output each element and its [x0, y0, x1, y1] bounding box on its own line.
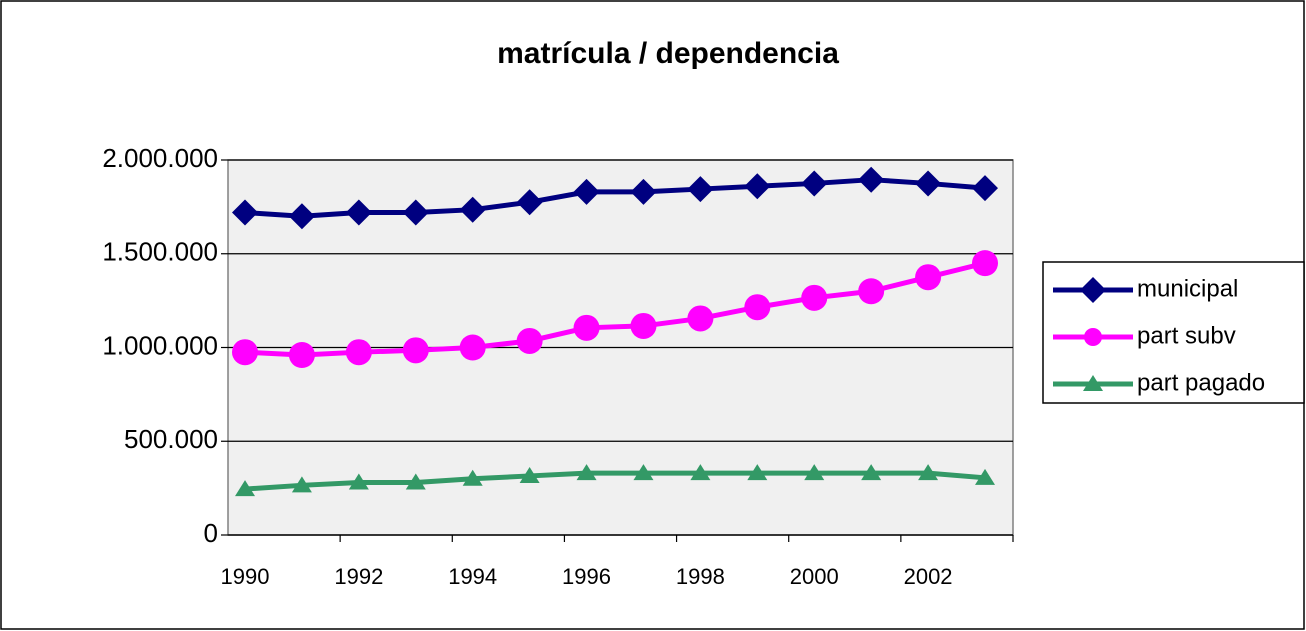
marker — [288, 342, 315, 368]
marker — [744, 173, 771, 200]
marker — [402, 337, 429, 364]
marker — [801, 170, 828, 197]
marker — [348, 473, 369, 490]
legend-label: municipal — [1137, 275, 1238, 302]
marker — [747, 464, 768, 481]
marker — [801, 284, 828, 311]
marker — [516, 327, 543, 354]
marker — [462, 469, 483, 486]
x-tick-label: 1998 — [676, 564, 725, 589]
x-tick-label: 1994 — [448, 564, 497, 589]
marker — [576, 464, 597, 481]
marker — [459, 334, 486, 361]
legend-marker — [1080, 277, 1106, 303]
marker — [232, 339, 258, 366]
marker — [858, 278, 885, 305]
marker — [288, 203, 315, 230]
legend-marker — [1084, 328, 1102, 346]
marker — [573, 178, 600, 205]
legend-marker — [1083, 375, 1103, 391]
marker — [405, 473, 426, 490]
chart-title: matrícula / dependencia — [497, 37, 839, 70]
marker — [975, 468, 995, 485]
marker — [630, 178, 657, 205]
marker — [687, 176, 714, 203]
marker — [915, 170, 942, 197]
marker — [516, 189, 543, 216]
marker — [858, 166, 885, 193]
x-tick-label: 2000 — [790, 564, 839, 589]
marker — [972, 175, 998, 202]
x-tick-label: 1990 — [221, 564, 270, 589]
y-tick-label: 500.000 — [124, 424, 218, 454]
y-tick-label: 1.000.000 — [102, 330, 218, 360]
marker — [972, 250, 998, 277]
y-tick-label: 2.000.000 — [102, 143, 218, 173]
marker — [915, 264, 942, 291]
marker — [402, 199, 429, 226]
marker — [459, 196, 486, 223]
marker — [630, 312, 657, 339]
marker — [235, 480, 255, 497]
marker — [633, 464, 654, 481]
marker — [690, 464, 711, 481]
y-tick-label: 1.500.000 — [102, 237, 218, 267]
marker — [345, 199, 372, 226]
x-tick-label: 2002 — [904, 564, 953, 589]
marker — [687, 305, 714, 332]
y-tick-label: 0 — [204, 518, 218, 548]
marker — [519, 466, 540, 483]
marker — [573, 314, 600, 341]
x-tick-label: 1996 — [562, 564, 611, 589]
legend-label: part subv — [1137, 322, 1236, 349]
marker — [861, 464, 882, 481]
series-line — [244, 470, 986, 492]
marker — [918, 464, 939, 481]
marker — [345, 339, 372, 366]
marker — [232, 199, 258, 226]
legend-label: part pagado — [1137, 369, 1265, 396]
marker — [744, 294, 771, 321]
marker — [804, 464, 825, 481]
x-tick-label: 1992 — [334, 564, 383, 589]
marker — [291, 476, 312, 493]
